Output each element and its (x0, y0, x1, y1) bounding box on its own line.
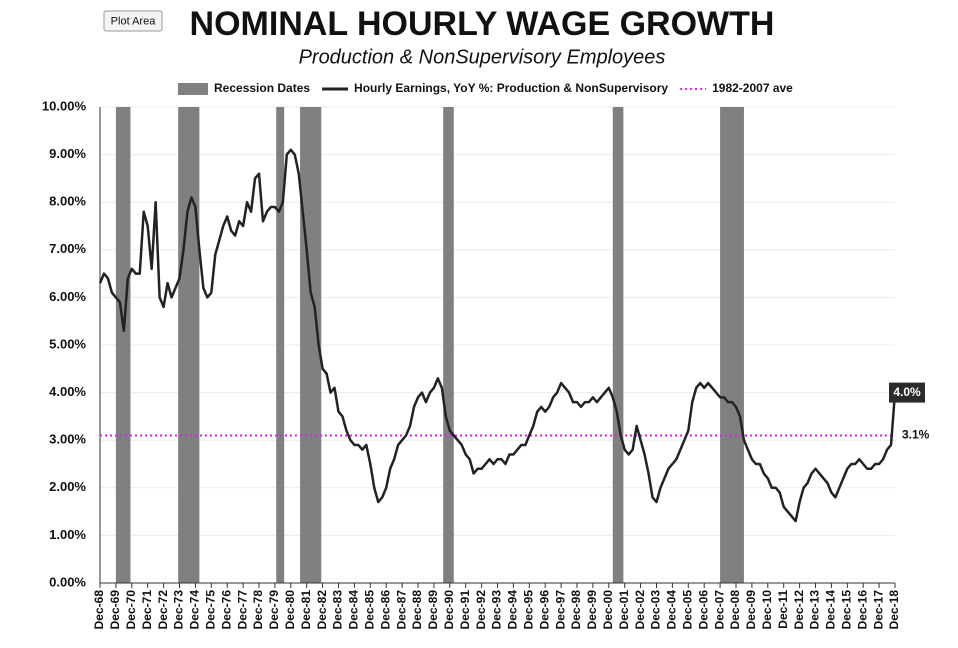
x-tick-label: Dec-98 (569, 590, 583, 630)
legend-label: Recession Dates (214, 81, 310, 95)
x-tick-label: Dec-70 (124, 590, 138, 630)
x-tick-label: Dec-74 (188, 590, 202, 630)
x-tick-label: Dec-99 (585, 590, 599, 630)
recession-band (720, 107, 744, 583)
x-tick-label: Dec-07 (712, 590, 726, 630)
x-tick-label: Dec-86 (378, 590, 392, 630)
x-tick-label: Dec-76 (219, 590, 233, 630)
x-tick-label: Dec-93 (490, 590, 504, 630)
y-tick-label: 10.00% (42, 98, 87, 113)
x-tick-label: Dec-79 (267, 590, 281, 630)
chart-subtitle: Production & NonSupervisory Employees (299, 46, 666, 68)
average-label: 3.1% (902, 428, 930, 442)
y-tick-label: 5.00% (49, 336, 86, 351)
legend-swatch (178, 83, 208, 95)
x-tick-label: Dec-18 (887, 590, 901, 630)
legend-label: Hourly Earnings, YoY %: Production & Non… (354, 81, 668, 95)
x-tick-label: Dec-06 (696, 590, 710, 630)
y-tick-label: 4.00% (49, 384, 86, 399)
y-tick-label: 6.00% (49, 289, 86, 304)
x-tick-label: Dec-01 (617, 590, 631, 630)
x-tick-label: Dec-13 (808, 590, 822, 630)
y-tick-label: 3.00% (49, 432, 86, 447)
x-tick-label: Dec-88 (410, 590, 424, 630)
y-tick-label: 9.00% (49, 146, 86, 161)
y-tick-label: 1.00% (49, 527, 86, 542)
x-tick-label: Dec-72 (156, 590, 170, 630)
x-tick-label: Dec-03 (649, 590, 663, 630)
x-tick-label: Dec-77 (235, 590, 249, 630)
recession-band (115, 107, 131, 583)
x-tick-label: Dec-04 (665, 590, 679, 630)
x-tick-label: Dec-14 (824, 590, 838, 630)
legend-label: 1982-2007 ave (712, 81, 793, 95)
x-tick-label: Dec-81 (299, 590, 313, 630)
x-tick-label: Dec-68 (92, 590, 106, 630)
wage-line (98, 148, 897, 523)
x-tick-label: Dec-97 (553, 590, 567, 630)
x-tick-label: Dec-91 (458, 590, 472, 630)
x-tick-label: Dec-75 (203, 590, 217, 630)
x-tick-label: Dec-78 (251, 590, 265, 630)
y-tick-label: 7.00% (49, 241, 86, 256)
x-tick-label: Dec-15 (839, 590, 853, 630)
x-tick-label: Dec-83 (331, 590, 345, 630)
x-tick-label: Dec-82 (315, 590, 329, 630)
x-tick-label: Dec-73 (172, 590, 186, 630)
x-tick-label: Dec-96 (537, 590, 551, 630)
chart-title: NOMINAL HOURLY WAGE GROWTH (190, 5, 775, 43)
tooltip: Plot Area (111, 15, 157, 27)
x-tick-label: Dec-17 (871, 590, 885, 630)
x-tick-label: Dec-05 (680, 590, 694, 630)
tooltip-box (103, 10, 163, 32)
x-tick-label: Dec-87 (394, 590, 408, 630)
x-tick-label: Dec-10 (760, 590, 774, 630)
y-tick-label: 8.00% (49, 194, 86, 209)
recession-band (178, 107, 200, 583)
x-tick-label: Dec-92 (474, 590, 488, 630)
x-tick-label: Dec-08 (728, 590, 742, 630)
x-tick-label: Dec-71 (140, 590, 154, 630)
x-tick-label: Dec-94 (506, 590, 520, 630)
x-tick-label: Dec-11 (776, 590, 790, 629)
x-tick-label: Dec-02 (633, 590, 647, 630)
x-tick-label: Dec-85 (362, 590, 376, 630)
x-tick-label: Dec-80 (283, 590, 297, 630)
y-tick-label: 0.00% (49, 574, 86, 589)
x-tick-label: Dec-69 (108, 590, 122, 630)
x-tick-label: Dec-16 (855, 590, 869, 630)
recession-band (276, 107, 285, 583)
value-label: 4.0% (893, 385, 921, 399)
x-tick-label: Dec-95 (521, 590, 535, 630)
x-tick-label: Dec-12 (792, 590, 806, 630)
recession-band (612, 107, 624, 583)
x-tick-label: Dec-90 (442, 590, 456, 630)
x-tick-label: Dec-00 (601, 590, 615, 630)
y-tick-label: 2.00% (49, 479, 86, 494)
recession-band (443, 107, 454, 583)
value-label-box (889, 382, 925, 403)
x-tick-label: Dec-09 (744, 590, 758, 630)
x-tick-label: Dec-89 (426, 590, 440, 630)
x-tick-label: Dec-84 (347, 590, 361, 630)
